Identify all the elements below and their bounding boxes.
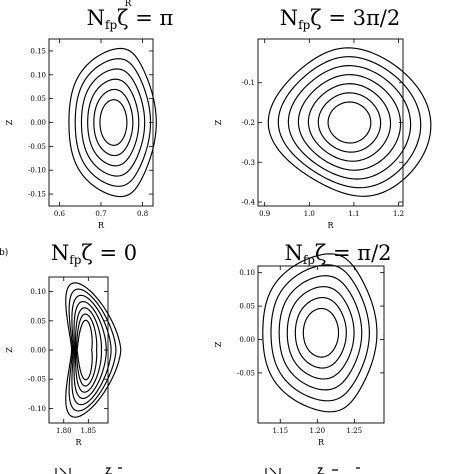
panel-marker: b) (0, 247, 8, 258)
flux-surface-contour (270, 264, 370, 402)
contour-panel-1: Nfpζ = π 0.6 0.7 0.8 0.15 0.10 0.05 0.00 -0.05 -0… (5, 6, 174, 230)
flux-surface-contour (73, 300, 107, 400)
y-tick-label: -0.05 (237, 369, 255, 377)
title-subscript: fp (298, 18, 310, 32)
y-tick-label: -0.05 (28, 376, 46, 384)
x-tick-label: 1.15 (272, 427, 288, 435)
bottom-cropped-titles (55, 467, 360, 474)
flux-surface-contour (287, 65, 412, 180)
flux-surface-contour (277, 56, 422, 189)
x-tick-label: 0.6 (54, 210, 66, 218)
contour-panel-2: Nfpζ = 3π/2 0.9 1.0 1.1 1.2 -0.1 -0.2 -0.3 -0.4 R… (214, 6, 432, 230)
flux-surface-contour (75, 313, 98, 387)
y-tick-label: -0.4 (242, 199, 256, 207)
x-axis-label: R (98, 221, 105, 230)
panel-title: Nfpζ = 3π/2 (280, 6, 400, 32)
flux-surface-contour (286, 286, 355, 380)
title-subscript: fp (105, 18, 117, 32)
x-tick-label: 1.0 (304, 210, 315, 218)
y-tick-label: 0.05 (239, 303, 255, 311)
contour-panel-4: Nfpζ = π/2 1.15 1.20 1.25 0.10 0.05 0.00 -0.05 R… (214, 241, 392, 447)
title-rest: ζ = π (117, 6, 173, 30)
y-tick-label: -0.2 (242, 119, 256, 127)
y-tick-label: -0.3 (242, 159, 256, 167)
x-tick-label: 0.7 (95, 210, 106, 218)
title-subscript: fp (69, 253, 81, 267)
x-tick-label: 0.9 (259, 210, 270, 218)
title-subscript: fp (303, 253, 315, 267)
title-prefix: N (51, 241, 69, 265)
x-tick-label: 1.85 (81, 427, 97, 435)
flux-surface-contour (327, 101, 372, 144)
y-tick-label: 0.05 (30, 317, 46, 325)
plot-frame (48, 276, 109, 424)
flux-surface-contour (71, 294, 112, 406)
flux-surface-contour (68, 288, 117, 412)
panel-title: Nfpζ = π (87, 6, 174, 32)
cut-off-axis-label: R (125, 0, 132, 9)
flux-surface-contour (302, 307, 340, 358)
flux-surface-contour (307, 83, 392, 162)
y-tick-label: -0.15 (28, 191, 46, 199)
y-tick-label: 0.00 (239, 336, 255, 344)
y-tick-label: 0.00 (30, 347, 46, 355)
flux-surface-contour (99, 99, 128, 146)
x-tick-label: 1.20 (309, 427, 325, 435)
x-axis-label: R (75, 438, 82, 447)
y-tick-label: 0.00 (30, 119, 46, 127)
y-tick-label: 0.05 (30, 95, 46, 103)
contour-panel-3: Nfpζ = 0 1.80 1.85 0.10 0.05 0.00 -0.05 -0.10 R Z (5, 241, 137, 447)
title-prefix: N (87, 6, 105, 30)
contour-panels: Nfpζ = π0.6 0.7 0.80.150.100.050.00-0.05-0… (5, 6, 432, 447)
flux-surface-contour (76, 319, 93, 381)
x-axis-label: R (318, 438, 325, 447)
x-tick-label: 0.8 (137, 210, 148, 218)
flux-surface-contour (297, 74, 402, 171)
title-rest: ζ = 0 (81, 241, 137, 265)
flux-surface-contour (262, 253, 378, 413)
flux-surface-contour (278, 275, 363, 391)
y-tick-label: 0.10 (239, 269, 255, 277)
cropped-title-strokes-right (265, 467, 360, 474)
flux-surface-contour (80, 68, 146, 177)
x-tick-label: 1.80 (56, 427, 72, 435)
panel-title: Nfpζ = π/2 (284, 241, 391, 267)
x-tick-label: 1.1 (348, 210, 359, 218)
flux-surface-contour (68, 47, 157, 198)
y-tick-label: 0.15 (30, 47, 46, 55)
flux-surface-contour (93, 88, 134, 157)
title-rest: ζ = 3π/2 (310, 6, 400, 30)
y-axis-label: Z (5, 347, 14, 353)
panel-title: Nfpζ = 0 (51, 241, 137, 267)
plot-frame (257, 265, 385, 424)
x-tick-label: 1.25 (347, 427, 363, 435)
x-tick-label: 1.2 (393, 210, 404, 218)
flux-surface-contour (74, 58, 152, 187)
y-tick-label: -0.05 (28, 143, 46, 151)
y-axis-label: Z (5, 119, 14, 125)
title-prefix: N (280, 6, 298, 30)
y-tick-label: 0.10 (30, 288, 46, 296)
flux-surface-contour (87, 78, 140, 167)
title-rest: ζ = π/2 (315, 241, 392, 265)
flux-surface-contour (267, 47, 432, 197)
y-tick-label: -0.1 (242, 79, 256, 87)
cropped-title-strokes-left (55, 467, 122, 474)
flux-surface-contour (74, 307, 103, 393)
y-tick-label: -0.10 (28, 405, 46, 413)
y-axis-label: Z (214, 341, 223, 347)
y-tick-label: 0.10 (30, 71, 46, 79)
y-axis-label: Z (214, 119, 223, 125)
flux-surface-contour (317, 92, 382, 153)
y-tick-label: -0.10 (28, 167, 46, 175)
x-axis-label: R (327, 221, 334, 230)
title-prefix: N (284, 241, 302, 265)
flux-surface-contour (294, 297, 347, 369)
flux-surface-contour (65, 282, 122, 418)
